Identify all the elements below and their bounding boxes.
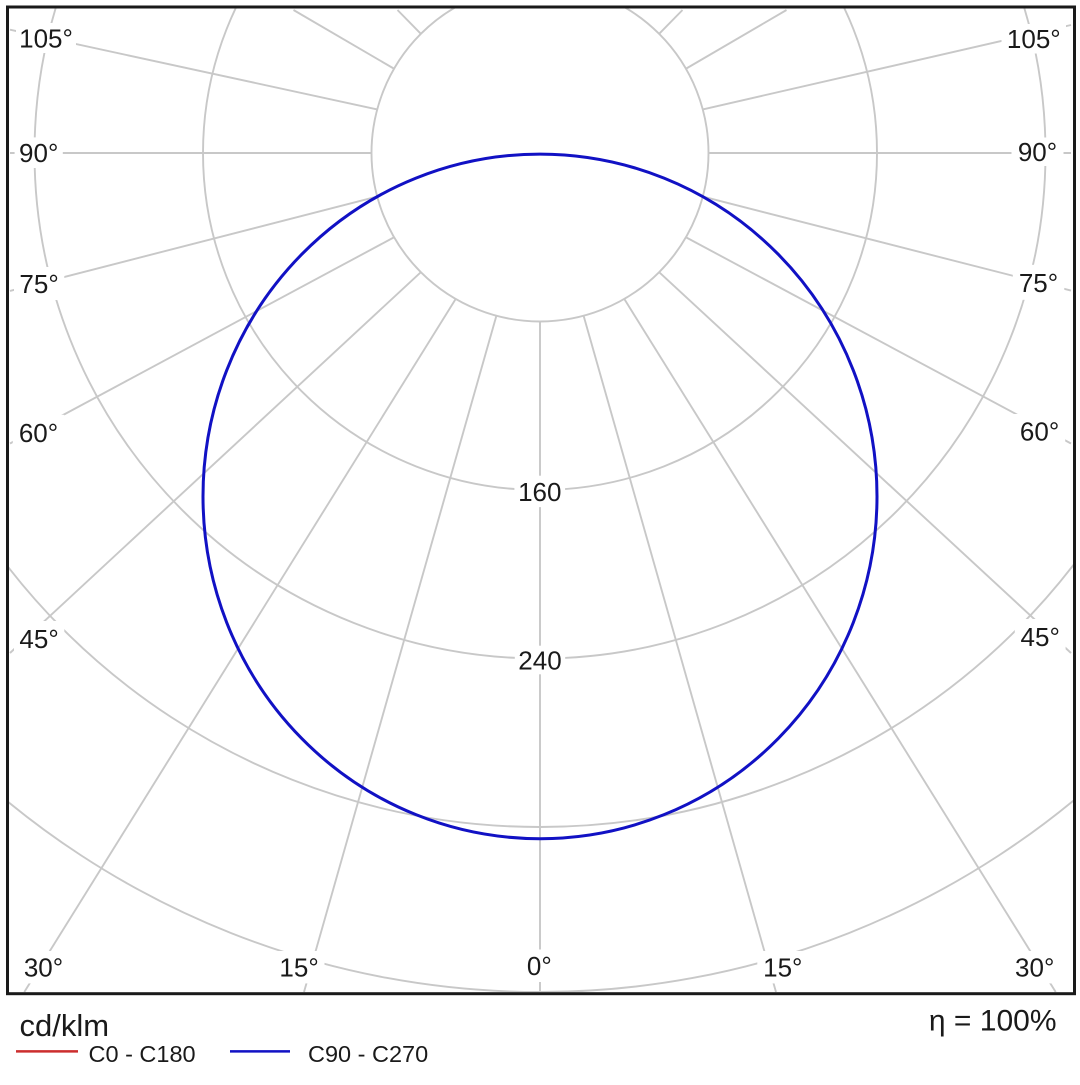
svg-text:60°: 60° bbox=[19, 418, 58, 448]
svg-text:90°: 90° bbox=[1018, 137, 1057, 167]
svg-text:75°: 75° bbox=[1019, 268, 1058, 298]
svg-text:C0 - C180: C0 - C180 bbox=[89, 1041, 196, 1067]
svg-text:45°: 45° bbox=[1021, 622, 1060, 652]
svg-text:240: 240 bbox=[518, 646, 561, 676]
svg-text:cd/klm: cd/klm bbox=[20, 1008, 110, 1043]
svg-text:C90 - C270: C90 - C270 bbox=[308, 1041, 428, 1067]
svg-text:30°: 30° bbox=[1015, 953, 1054, 983]
svg-text:105°: 105° bbox=[19, 24, 73, 54]
svg-text:160: 160 bbox=[518, 477, 561, 507]
svg-text:η = 100%: η = 100% bbox=[929, 1005, 1057, 1038]
svg-text:75°: 75° bbox=[19, 269, 58, 299]
svg-text:15°: 15° bbox=[763, 953, 802, 983]
svg-text:90°: 90° bbox=[19, 138, 58, 168]
svg-text:15°: 15° bbox=[279, 953, 318, 983]
svg-text:0°: 0° bbox=[527, 951, 552, 981]
svg-text:105°: 105° bbox=[1007, 24, 1061, 54]
svg-text:45°: 45° bbox=[19, 624, 58, 654]
svg-text:60°: 60° bbox=[1020, 417, 1059, 447]
svg-text:30°: 30° bbox=[24, 953, 63, 983]
